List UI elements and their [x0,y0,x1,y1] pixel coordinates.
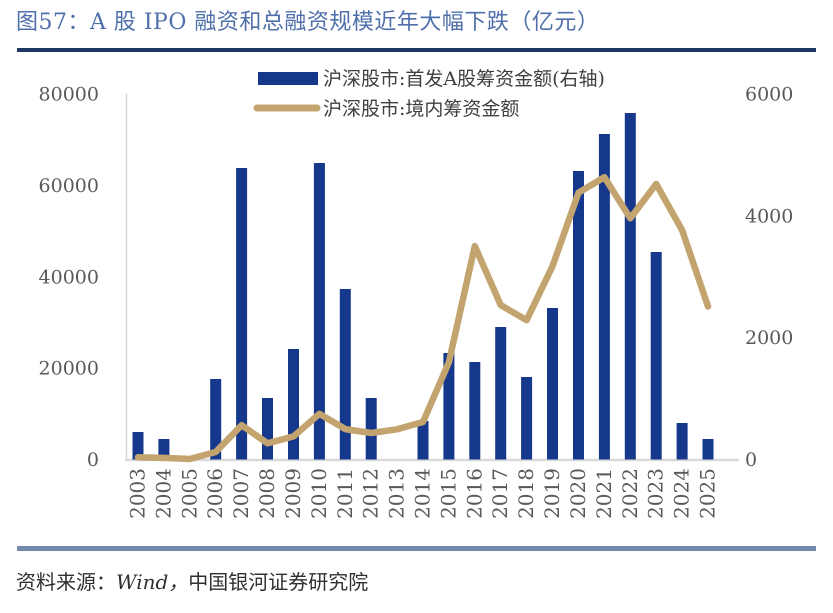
bar-2006 [210,379,222,460]
x-axis-tick-2023: 2023 [644,468,668,519]
x-axis-tick-2013: 2013 [385,468,409,519]
right-axis-ticks: 0 2000 4000 6000 [745,84,793,472]
right-axis-tick-2000: 2000 [745,327,793,349]
left-axis-tick-20000: 20000 [39,358,99,380]
bar-2011 [339,289,351,460]
x-axis-tick-2009: 2009 [281,468,305,519]
line-series [134,173,712,463]
legend-bar-swatch [258,72,318,85]
source-wind: Wind， [116,570,189,594]
title-divider-rule [17,48,816,52]
left-axis-ticks: 0 20000 40000 60000 80000 [39,84,99,472]
combo-chart-canvas: 沪深股市:首发A股筹资金额(右轴) 沪深股市:境内筹资金额 0200004000… [39,68,794,519]
bar-2025 [702,439,714,460]
figure-title: 图57：A 股 IPO 融资和总融资规模近年大幅下跌（亿元） [16,10,600,35]
bar-2017 [495,327,507,460]
bar-2010 [313,163,325,460]
source-org: 中国银河证券研究院 [188,570,369,594]
chart-legend: 沪深股市:首发A股筹资金额(右轴) 沪深股市:境内筹资金额 [253,68,605,120]
bar-2009 [288,349,299,460]
bar-2003 [132,432,144,460]
bar-2021 [598,134,610,460]
x-axis-ticks: 2003 2004 2005 2006 2007 2008 2009 2010 2011 2012… [126,468,720,519]
x-axis-tick-2006: 2006 [203,468,227,519]
trend-line [134,173,712,463]
x-axis-tick-2021: 2021 [592,468,616,519]
bar-2004 [158,439,170,460]
bar-2018 [521,377,533,460]
right-axis-tick-0: 0 [745,449,757,471]
x-axis-tick-2004: 2004 [151,468,175,519]
legend-label-bar-series: 沪深股市:首发A股筹资金额(右轴) [323,68,605,90]
bar-2016 [469,362,481,460]
x-axis-tick-2014: 2014 [411,468,435,519]
bar-2012 [365,398,377,460]
left-axis-tick-0: 0 [87,449,99,471]
bar-2014 [417,421,429,460]
bar-2019 [547,308,558,460]
bar-series [132,113,714,460]
x-axis-tick-2018: 2018 [514,468,538,519]
source-note: 资料来源：Wind，中国银河证券研究院 [16,566,816,595]
x-axis-tick-2016: 2016 [462,468,486,519]
x-axis-tick-2005: 2005 [177,468,201,519]
bar-2020 [573,171,584,460]
x-axis-tick-2011: 2011 [333,468,357,519]
x-axis-tick-2007: 2007 [229,468,253,519]
x-axis-tick-2019: 2019 [540,468,564,519]
bar-2023 [650,252,662,460]
right-axis-tick-6000: 6000 [745,84,793,106]
source-prefix: 资料来源： [16,570,116,594]
bar-2022 [624,113,636,460]
x-axis-tick-2015: 2015 [436,468,460,519]
x-axis-tick-2025: 2025 [696,468,720,519]
bar-2008 [262,398,273,460]
left-axis-tick-40000: 40000 [39,266,99,288]
x-axis-tick-2003: 2003 [126,468,150,519]
left-axis-tick-60000: 60000 [39,175,99,197]
x-axis-tick-2012: 2012 [359,468,383,519]
x-axis-tick-2017: 2017 [488,468,512,519]
legend-label-line-series: 沪深股市:境内筹资金额 [323,98,519,120]
footer-divider-rule [17,546,816,551]
bar-2015 [443,353,455,460]
x-axis-tick-2020: 2020 [566,468,590,519]
x-axis-tick-2008: 2008 [255,468,279,519]
x-axis-tick-2010: 2010 [307,468,331,519]
bar-2007 [236,168,248,460]
right-axis-tick-4000: 4000 [745,205,793,227]
x-axis-tick-2024: 2024 [670,468,694,519]
x-axis-tick-2022: 2022 [618,468,642,519]
left-axis-tick-80000: 80000 [39,84,99,106]
bar-2024 [676,423,688,460]
